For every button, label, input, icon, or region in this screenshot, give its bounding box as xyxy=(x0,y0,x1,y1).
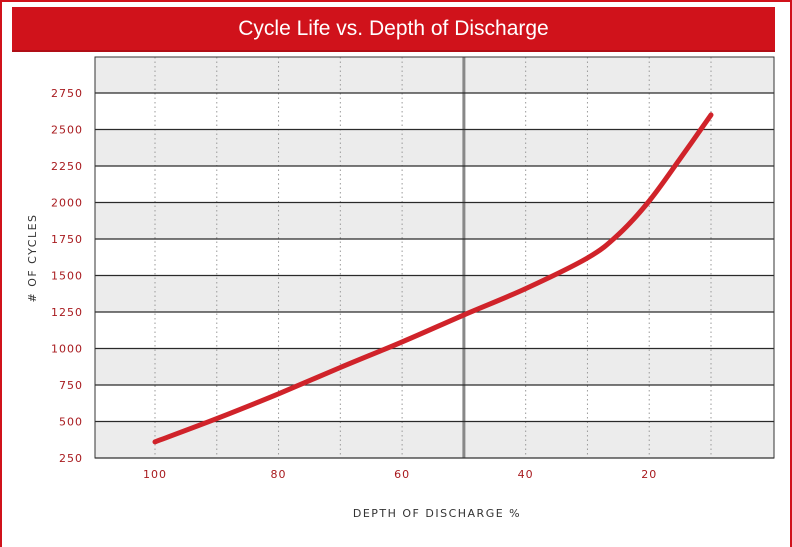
x-tick-label: 100 xyxy=(143,468,167,481)
y-tick-label: 500 xyxy=(59,416,83,429)
y-axis-label: # OF CYCLES xyxy=(26,213,39,302)
y-tick-label: 1000 xyxy=(51,343,83,356)
plot-band xyxy=(95,421,774,458)
chart-title: Cycle Life vs. Depth of Discharge xyxy=(238,16,549,40)
y-tick-label: 1250 xyxy=(51,306,83,319)
plot-band xyxy=(95,57,774,93)
x-tick-label: 60 xyxy=(394,468,410,481)
plot-band xyxy=(95,348,774,385)
y-tick-labels: 250 500 750 1000 1250 1500 1750 2000 2250 2500 275… xyxy=(51,87,83,465)
y-tick-label: 1750 xyxy=(51,233,83,246)
x-tick-label: 80 xyxy=(271,468,287,481)
x-tick-labels: 100 80 60 40 20 xyxy=(143,468,657,481)
x-tick-label: 20 xyxy=(641,468,657,481)
plot-band xyxy=(95,129,774,166)
plot-border xyxy=(94,56,775,459)
plot-background xyxy=(95,57,774,458)
y-tick-label: 2750 xyxy=(51,87,83,100)
title-bar: Cycle Life vs. Depth of Discharge xyxy=(12,7,775,52)
y-tick-label: 250 xyxy=(59,452,83,465)
y-tick-label: 2500 xyxy=(51,124,83,137)
y-tick-label: 1500 xyxy=(51,270,83,283)
y-tick-label: 2000 xyxy=(51,197,83,210)
plot-bands xyxy=(95,57,774,458)
x-axis-label: DEPTH OF DISCHARGE % xyxy=(353,507,521,520)
y-tick-label: 750 xyxy=(59,379,83,392)
series-line xyxy=(152,112,714,445)
plot-band xyxy=(95,202,774,239)
x-tick-label: 40 xyxy=(518,468,534,481)
plot-band xyxy=(95,275,774,312)
y-tick-label: 2250 xyxy=(51,160,83,173)
